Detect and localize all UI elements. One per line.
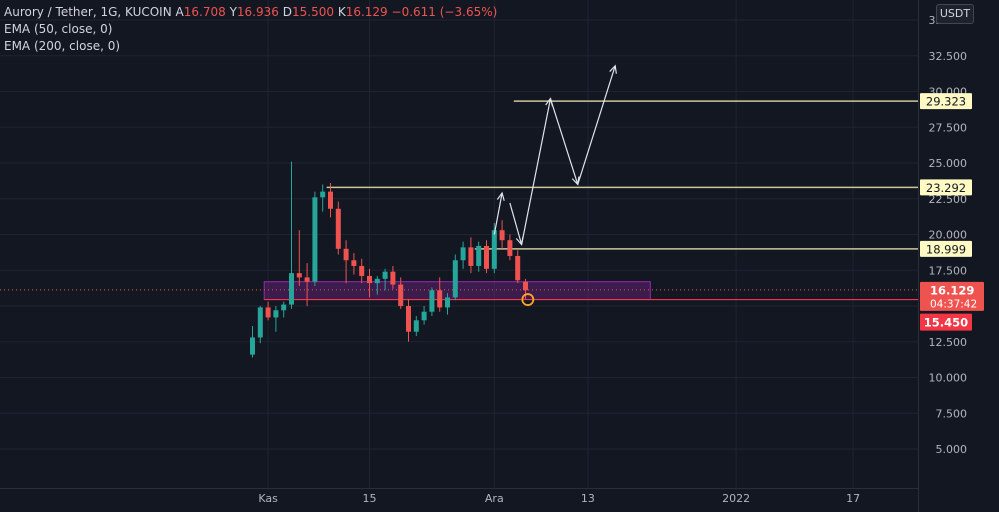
time-tick-label: Kas (258, 492, 278, 505)
price-tick-label: 27.500 (929, 121, 968, 134)
open-value: 16.708 (183, 5, 226, 19)
price-tick-label: 32.500 (929, 50, 968, 63)
price-tick-label: 10.000 (929, 372, 968, 385)
candle-body (421, 311, 427, 321)
candle-body (484, 245, 489, 269)
level-price-tag: 23.292 (926, 181, 966, 195)
current-price-tag-bg (920, 281, 984, 311)
highlight-circle-marker (521, 293, 535, 306)
legend-symbol-row: Aurory / Tether, 1G, KUCOIN A16.708 Y16.… (4, 4, 497, 21)
open-label: A (175, 5, 184, 19)
candle-body (523, 281, 528, 291)
candle-body (296, 273, 302, 278)
level-price-tag: 18.999 (926, 242, 966, 256)
candle-body (499, 230, 505, 241)
high-label: Y (229, 5, 237, 19)
candle-body (398, 284, 404, 306)
support-price-tag-bg (920, 313, 972, 331)
projection-arrowhead (609, 64, 617, 74)
candle-body (367, 275, 372, 284)
time-tick-label: 13 (581, 492, 595, 505)
price-tick-label: 5.000 (936, 443, 968, 456)
candle-body (413, 320, 419, 332)
price-tick-label: 12.500 (929, 336, 968, 349)
candle-body (374, 278, 380, 284)
candle-body (452, 260, 458, 298)
high-value: 16.936 (236, 5, 279, 19)
time-tick-label: Ara (485, 492, 504, 505)
candle-body (312, 197, 318, 282)
current-price-tag: 16.129 (930, 283, 974, 297)
level-price-tag-bg (920, 93, 972, 110)
candle-body (476, 245, 482, 266)
support-price-tag: 15.450 (924, 316, 968, 330)
time-tick-label: 17 (846, 492, 860, 505)
candle-body (351, 260, 357, 266)
candle-body (281, 304, 287, 311)
time-tick-label: 15 (363, 492, 377, 505)
chart-legend: Aurory / Tether, 1G, KUCOIN A16.708 Y16.… (4, 4, 497, 55)
candle-body (265, 307, 271, 318)
projection-arrowhead (496, 191, 505, 201)
level-price-tag-bg (920, 240, 972, 257)
candle-body (468, 247, 474, 266)
price-tick-label: 25.000 (929, 157, 968, 170)
candle-body (445, 297, 450, 308)
candle-body (328, 191, 333, 209)
candle-body (460, 247, 466, 261)
change-value: −0.611 (−3.65%) (391, 5, 498, 19)
projection-path (493, 192, 503, 235)
projection-path (549, 98, 579, 185)
candle-body (390, 271, 396, 285)
currency-selector[interactable]: USDT (936, 4, 974, 24)
candle-body (257, 307, 263, 338)
candle-body (437, 290, 443, 308)
projection-path (509, 202, 523, 245)
price-tick-label: 20.000 (929, 229, 968, 242)
projection-path (521, 98, 552, 245)
candle-body (343, 248, 349, 261)
low-value: 15.500 (292, 5, 334, 19)
candle-body (335, 208, 341, 249)
legend-indicator-ema200[interactable]: EMA (200, close, 0) (4, 39, 121, 53)
close-value: 16.129 (345, 5, 388, 19)
close-label: K (337, 5, 346, 19)
candle-body (273, 310, 279, 318)
candle-body (320, 191, 326, 198)
candle-body (382, 271, 388, 279)
price-tick-label: 22.500 (929, 193, 968, 206)
candle-countdown: 04:37:42 (930, 298, 977, 310)
candle-body (406, 306, 411, 332)
time-tick-label: 2022 (722, 492, 750, 505)
candle-body (491, 230, 497, 269)
candle-body (359, 265, 365, 276)
legend-indicator-ema50[interactable]: EMA (50, close, 0) (4, 22, 113, 36)
candle-body (250, 337, 255, 355)
projection-path (577, 65, 616, 185)
candle-body (304, 277, 310, 282)
candle-body (429, 290, 435, 312)
candle-body (515, 255, 521, 281)
candle-body (289, 273, 294, 305)
price-tick-label: 7.500 (936, 407, 968, 420)
price-tick-label: 17.500 (929, 264, 968, 277)
level-price-tag: 29.323 (926, 95, 966, 109)
low-label: D (282, 5, 292, 19)
level-price-tag-bg (920, 179, 972, 196)
candle-body (507, 240, 513, 256)
symbol-name[interactable]: Aurory / Tether, 1G, KUCOIN (4, 5, 172, 19)
